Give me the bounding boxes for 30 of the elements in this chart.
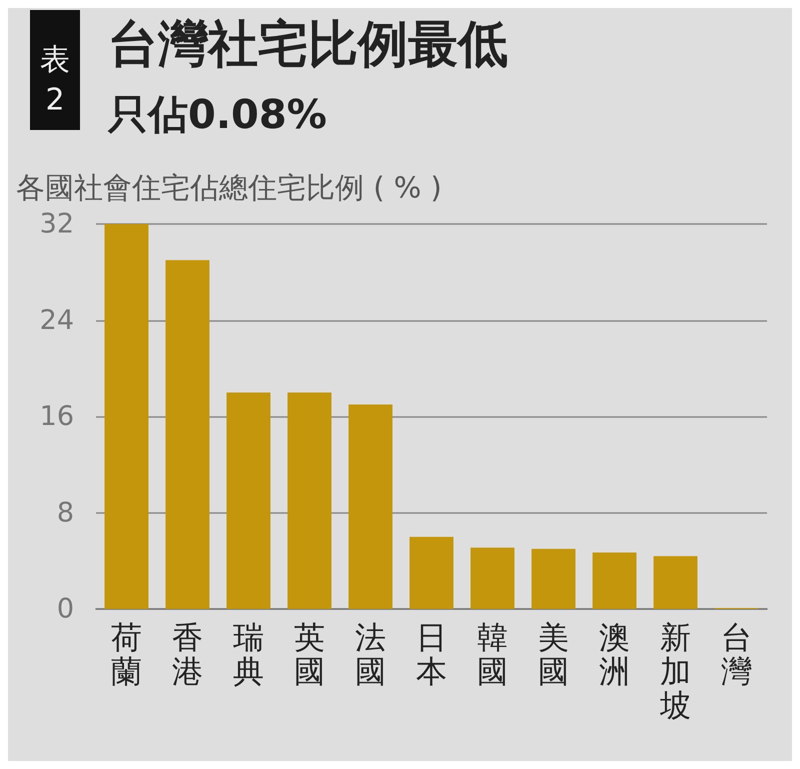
x-tick-label: 日本 — [416, 620, 447, 690]
x-tick-label: 法國 — [355, 620, 386, 690]
bar — [104, 224, 148, 609]
x-tick-label: 美國 — [538, 620, 569, 690]
bar — [226, 392, 270, 609]
x-tick-label: 新加坡 — [659, 620, 691, 724]
y-tick-label: 24 — [40, 304, 74, 336]
bar — [288, 392, 332, 609]
y-tick-label: 16 — [40, 401, 74, 432]
chart-subtitle: 只佔0.08% — [107, 92, 327, 138]
y-tick-label: 32 — [40, 208, 74, 240]
x-tick-label: 澳洲 — [599, 620, 630, 690]
x-tick-label: 荷蘭 — [111, 620, 142, 690]
x-tick-label: 韓國 — [477, 620, 508, 690]
bar — [592, 552, 636, 609]
bar — [470, 548, 514, 609]
y-axis-title: 各國社會住宅佔總住宅比例 ( % ) — [16, 170, 442, 204]
bar — [654, 556, 698, 609]
bar — [166, 260, 210, 609]
y-tick-label: 0 — [56, 594, 74, 624]
text: 表2 — [40, 42, 70, 118]
x-tick-label: 香港 — [172, 620, 203, 690]
x-tick-label: 英國 — [294, 620, 325, 690]
y-tick-label: 8 — [56, 497, 74, 528]
bar — [348, 404, 392, 609]
x-tick-label: 台灣 — [721, 620, 752, 690]
bar — [532, 548, 576, 609]
bar — [410, 536, 454, 609]
chart-title: 台灣社宅比例最低 — [108, 15, 508, 73]
x-tick-label: 瑞典 — [233, 620, 264, 690]
